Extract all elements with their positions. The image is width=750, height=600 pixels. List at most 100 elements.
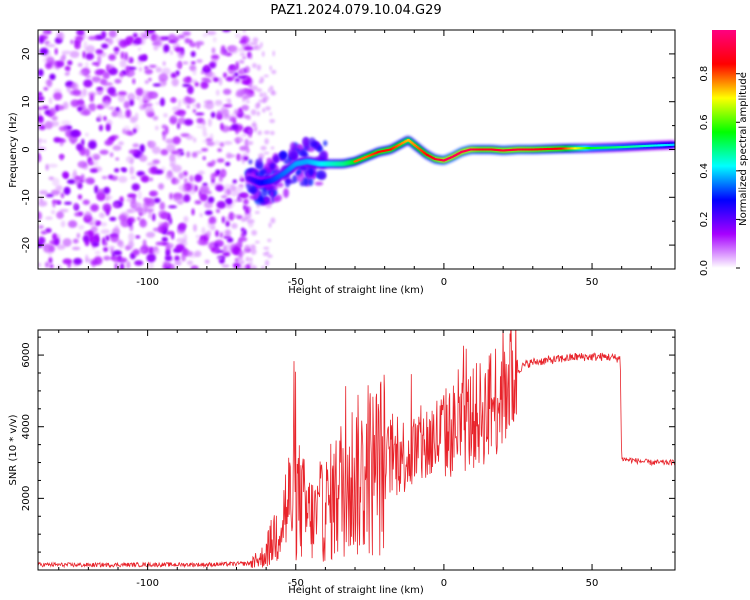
noise-speckle <box>191 61 196 65</box>
snr-y-ticks: 2000 4000 6000 <box>21 336 675 571</box>
snr-series-line <box>38 330 675 569</box>
noise-speckle <box>177 117 186 125</box>
noise-speckle <box>171 78 179 87</box>
noise-speckle <box>219 142 225 148</box>
snr-x-tick-label: -100 <box>136 578 159 589</box>
noise-speckle <box>245 256 250 262</box>
noise-speckle <box>144 103 153 107</box>
noise-speckle <box>118 175 128 183</box>
noise-speckle <box>177 34 186 39</box>
noise-speckle <box>48 257 53 264</box>
noise-speckle <box>93 232 100 236</box>
noise-speckle <box>215 89 220 96</box>
noise-speckle <box>195 112 205 116</box>
noise-speckle <box>262 252 268 257</box>
noise-speckle <box>239 174 244 181</box>
noise-speckle <box>242 94 248 100</box>
noise-speckle <box>241 80 251 85</box>
noise-speckle <box>151 213 156 222</box>
noise-speckle <box>74 212 80 217</box>
noise-speckle <box>45 193 54 198</box>
noise-speckle <box>149 191 157 197</box>
noise-speckle <box>103 115 107 121</box>
noise-speckle <box>114 262 118 269</box>
noise-speckle <box>108 30 117 38</box>
noise-speckle <box>242 98 246 103</box>
noise-speckle <box>141 175 150 183</box>
noise-speckle <box>96 220 102 226</box>
noise-speckle <box>268 88 271 93</box>
noise-speckle <box>176 227 186 235</box>
noise-speckle <box>264 138 269 145</box>
noise-speckle <box>251 85 258 91</box>
noise-speckle <box>211 159 216 165</box>
noise-speckle <box>85 75 92 79</box>
noise-speckle <box>257 130 263 136</box>
noise-speckle <box>87 140 97 150</box>
noise-speckle <box>100 222 108 227</box>
noise-speckle <box>64 65 71 71</box>
noise-speckle <box>103 82 113 86</box>
noise-speckle <box>208 216 217 225</box>
noise-speckle <box>238 155 245 161</box>
noise-speckle <box>186 151 191 158</box>
snr-y-label: SNR (10 * v/v) <box>8 414 19 485</box>
noise-speckle <box>138 55 147 62</box>
noise-speckle <box>127 66 137 71</box>
noise-speckle <box>208 72 216 80</box>
noise-speckle <box>88 104 93 109</box>
noise-speckle <box>127 216 136 224</box>
noise-speckle <box>144 208 154 213</box>
noise-speckle <box>45 227 52 233</box>
noise-speckle <box>225 188 232 196</box>
noise-speckle <box>164 254 172 262</box>
noise-speckle <box>38 262 42 268</box>
noise-speckle <box>203 100 214 104</box>
noise-speckle <box>165 230 174 236</box>
noise-speckle <box>235 61 239 71</box>
noise-speckle <box>169 158 177 166</box>
snr-x-tick-label: -50 <box>288 578 304 589</box>
noise-speckle <box>63 186 71 196</box>
spectrogram-y-ticks: -20 -10 0 10 20 <box>21 29 675 270</box>
noise-speckle <box>149 92 157 98</box>
ridge-halo-blob <box>308 137 316 146</box>
noise-speckle <box>138 67 143 72</box>
noise-speckle <box>39 196 43 203</box>
noise-speckle <box>196 59 203 63</box>
noise-speckle <box>94 185 99 194</box>
ridge-halo-blob <box>294 144 304 150</box>
noise-speckle <box>117 257 128 263</box>
noise-speckle <box>248 134 252 139</box>
noise-speckle <box>144 80 149 84</box>
noise-speckle <box>62 171 69 179</box>
noise-speckle <box>38 138 44 143</box>
noise-speckle <box>70 39 74 45</box>
noise-speckle <box>250 248 257 255</box>
noise-speckle <box>157 221 164 227</box>
snr-x-tick-label: 0 <box>441 578 447 589</box>
noise-speckle <box>96 188 106 198</box>
noise-speckle <box>250 265 257 269</box>
noise-speckle <box>153 35 162 45</box>
noise-speckle <box>85 177 95 185</box>
noise-speckle <box>248 221 254 228</box>
noise-speckle <box>78 224 85 230</box>
noise-speckle <box>165 173 175 181</box>
noise-speckle <box>191 208 195 216</box>
noise-speckle <box>249 41 256 46</box>
noise-speckle <box>211 47 216 54</box>
noise-speckle <box>237 266 244 269</box>
noise-speckle <box>249 257 253 262</box>
noise-speckle <box>125 260 131 269</box>
noise-speckle <box>144 68 153 75</box>
noise-speckle <box>97 114 103 122</box>
noise-speckle <box>85 148 90 158</box>
noise-speckle <box>185 134 194 140</box>
noise-speckle <box>195 234 201 239</box>
noise-speckle <box>144 106 155 116</box>
noise-speckle <box>56 211 64 219</box>
noise-speckle <box>78 98 84 108</box>
noise-speckle <box>117 94 126 103</box>
noise-speckle <box>85 52 95 61</box>
